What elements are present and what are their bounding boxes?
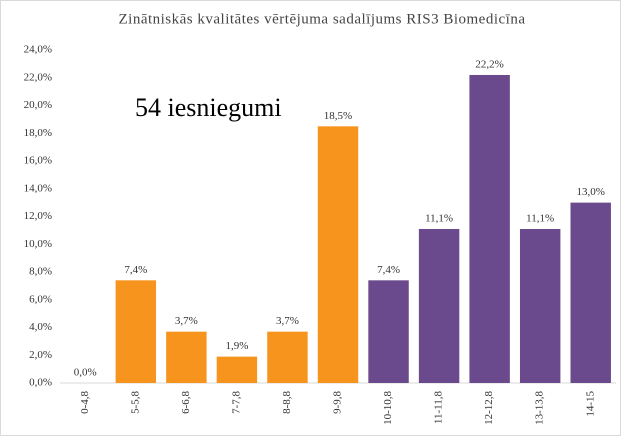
value-label: 3,7% bbox=[175, 315, 198, 327]
bar bbox=[267, 331, 308, 383]
chart-title: Zinātniskās kvalitātes vērtējuma sadalīj… bbox=[118, 11, 525, 27]
x-tick-label: 12-12,8 bbox=[483, 391, 495, 425]
y-tick-label: 10,0% bbox=[24, 238, 52, 250]
value-label: 13,0% bbox=[577, 186, 605, 198]
annotation: 54 iesniegumi bbox=[135, 93, 282, 122]
y-tick-label: 2,0% bbox=[29, 349, 52, 361]
y-tick-label: 0,0% bbox=[29, 377, 52, 389]
x-tick-label: 9-9,8 bbox=[332, 391, 344, 414]
y-tick-label: 20,0% bbox=[24, 99, 52, 111]
x-tick-label: 14-15 bbox=[584, 391, 596, 417]
value-label: 1,9% bbox=[225, 340, 248, 352]
x-tick-label: 13-13,8 bbox=[534, 391, 546, 425]
y-tick-label: 16,0% bbox=[24, 155, 52, 167]
bar bbox=[570, 202, 611, 383]
bar bbox=[216, 356, 258, 383]
bar bbox=[368, 280, 409, 383]
y-tick-label: 6,0% bbox=[29, 293, 52, 305]
y-tick-label: 12,0% bbox=[24, 210, 52, 222]
y-tick-label: 22,0% bbox=[24, 71, 52, 83]
value-label: 18,5% bbox=[324, 110, 352, 122]
value-label: 0,0% bbox=[74, 367, 97, 379]
x-tick-label: 11-11,8 bbox=[433, 391, 445, 425]
x-tick-label: 0-4,8 bbox=[79, 391, 91, 414]
y-tick-label: 4,0% bbox=[29, 321, 52, 333]
y-tick-label: 14,0% bbox=[24, 182, 52, 194]
value-label: 3,7% bbox=[276, 315, 299, 327]
value-label: 7,4% bbox=[377, 264, 400, 276]
value-label: 7,4% bbox=[124, 264, 147, 276]
x-tick-label: 6-6,8 bbox=[180, 391, 192, 414]
y-tick-label: 24,0% bbox=[24, 44, 52, 56]
bar bbox=[317, 126, 359, 383]
x-tick-label: 5-5,8 bbox=[129, 391, 141, 414]
bar bbox=[519, 228, 561, 383]
value-label: 22,2% bbox=[475, 59, 503, 71]
value-label: 11,1% bbox=[526, 213, 554, 225]
bar bbox=[166, 331, 207, 383]
value-label: 11,1% bbox=[425, 213, 453, 225]
x-tick-label: 8-8,8 bbox=[281, 391, 293, 414]
bar bbox=[469, 74, 510, 383]
bar bbox=[115, 280, 157, 383]
x-tick-label: 10-10,8 bbox=[382, 391, 394, 425]
x-tick-label: 7-7,8 bbox=[230, 391, 242, 414]
y-tick-label: 8,0% bbox=[29, 266, 52, 278]
y-tick-label: 18,0% bbox=[24, 127, 52, 139]
bar bbox=[418, 228, 460, 383]
